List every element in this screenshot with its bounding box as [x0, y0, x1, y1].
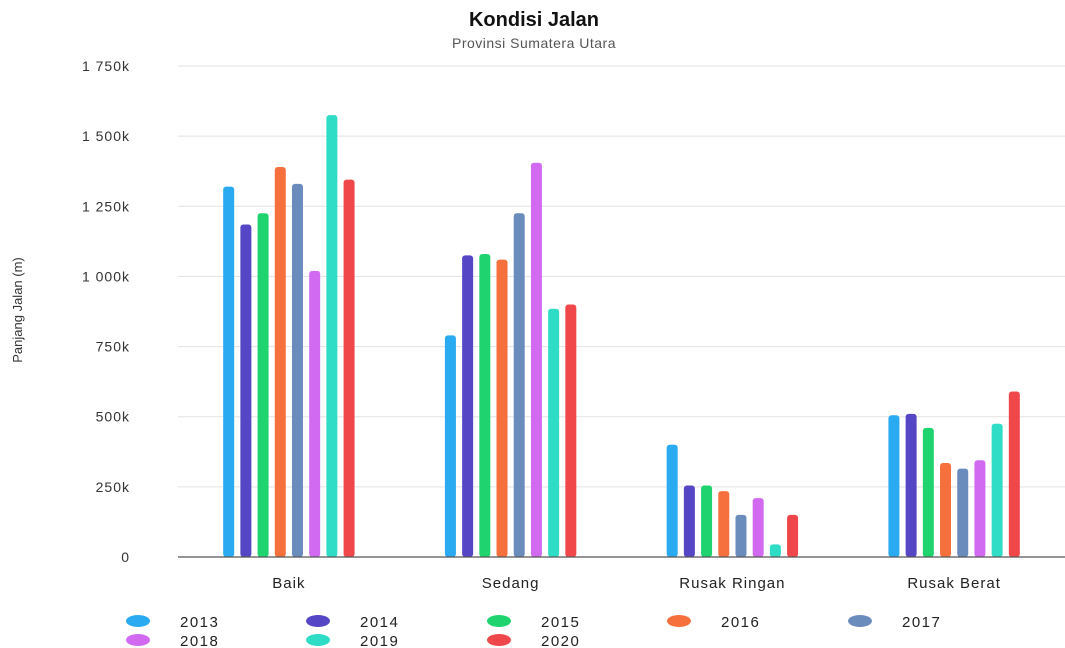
legend-item-2018[interactable]: 2018: [126, 633, 219, 648]
legend[interactable]: 2013 2014 2015 2016 2017 2018 2019 2020: [126, 614, 941, 648]
chart-title: Kondisi Jalan: [469, 9, 599, 31]
y-tick-label: 500k: [96, 409, 130, 425]
legend-label: 2019: [360, 633, 399, 648]
y-tick-label: 1 000k: [82, 268, 130, 284]
legend-item-2017[interactable]: 2017: [848, 614, 941, 631]
bar-2018-rusak-berat: [974, 460, 986, 557]
legend-marker: [487, 634, 511, 646]
x-axis-categories: Baik Sedang Rusak Ringan Rusak Berat: [272, 575, 1001, 592]
y-tick-label: 1 750k: [82, 58, 130, 74]
x-category-label: Sedang: [482, 575, 540, 592]
y-axis-label: Panjang Jalan (m): [10, 257, 25, 363]
chart-subtitle: Provinsi Sumatera Utara: [452, 35, 616, 51]
legend-marker: [306, 615, 330, 627]
bar-2019-baik: [326, 115, 338, 557]
legend-marker: [667, 615, 691, 627]
y-tick-label: 750k: [96, 339, 130, 355]
legend-label: 2016: [721, 614, 760, 631]
y-axis-ticks: 0 250k 500k 750k 1 000k 1 250k 1 500k 1 750k: [82, 58, 130, 565]
legend-item-2016[interactable]: 2016: [667, 614, 760, 631]
bar-2017-rusak-ringan: [735, 514, 747, 557]
legend-label: 2014: [360, 614, 399, 631]
legend-label: 2015: [541, 614, 580, 631]
bar-2016-sedang: [496, 259, 508, 557]
bar-2013-sedang: [444, 335, 456, 557]
bar-2015-sedang: [479, 253, 491, 558]
bar-2016-rusak-berat: [940, 463, 952, 557]
x-category-label: Rusak Ringan: [679, 575, 785, 592]
bar-2017-sedang: [513, 213, 525, 558]
bars: [223, 115, 1020, 558]
x-category-label: Rusak Berat: [907, 575, 1001, 592]
bar-2013-rusak-berat: [888, 415, 900, 557]
bar-2020-rusak-ringan: [787, 514, 799, 557]
legend-label: 2013: [180, 614, 219, 631]
legend-marker: [306, 634, 330, 646]
y-tick-label: 0: [121, 549, 130, 565]
bar-2014-sedang: [462, 255, 474, 557]
legend-marker: [487, 615, 511, 627]
legend-label: 2020: [541, 633, 580, 648]
bar-2018-rusak-ringan: [752, 498, 764, 557]
bar-2017-rusak-berat: [957, 468, 969, 557]
bar-2019-sedang: [548, 308, 560, 557]
legend-marker: [126, 615, 150, 627]
legend-label: 2018: [180, 633, 219, 648]
y-tick-label: 1 250k: [82, 198, 130, 214]
bar-2013-rusak-ringan: [666, 444, 678, 557]
bar-2020-sedang: [565, 304, 577, 557]
bar-2019-rusak-berat: [991, 423, 1003, 557]
legend-item-2019[interactable]: 2019: [306, 633, 399, 648]
legend-item-2014[interactable]: 2014: [306, 614, 399, 631]
bar-2019-rusak-ringan: [769, 544, 781, 557]
legend-item-2020[interactable]: 2020: [487, 633, 580, 648]
bar-2014-baik: [240, 224, 252, 557]
grid-lines: [178, 65, 1065, 488]
legend-label: 2017: [902, 614, 941, 631]
legend-item-2013[interactable]: 2013: [126, 614, 219, 631]
y-tick-label: 1 500k: [82, 128, 130, 144]
legend-marker: [848, 615, 872, 627]
bar-2014-rusak-berat: [905, 413, 917, 557]
bar-2020-baik: [343, 179, 355, 558]
bar-2017-baik: [291, 183, 303, 557]
bar-2014-rusak-ringan: [683, 485, 695, 557]
bar-2015-rusak-berat: [922, 427, 934, 557]
y-tick-label: 250k: [96, 479, 130, 495]
bar-2015-baik: [257, 213, 269, 558]
bar-2015-rusak-ringan: [701, 485, 713, 557]
bar-2016-rusak-ringan: [718, 491, 730, 557]
bar-2018-baik: [309, 270, 321, 557]
legend-marker: [126, 634, 150, 646]
bar-2013-baik: [223, 186, 235, 557]
bar-2016-baik: [274, 167, 286, 557]
bar-2020-rusak-berat: [1008, 391, 1020, 557]
x-category-label: Baik: [272, 575, 305, 592]
legend-item-2015[interactable]: 2015: [487, 614, 580, 631]
bar-2018-sedang: [530, 162, 542, 557]
